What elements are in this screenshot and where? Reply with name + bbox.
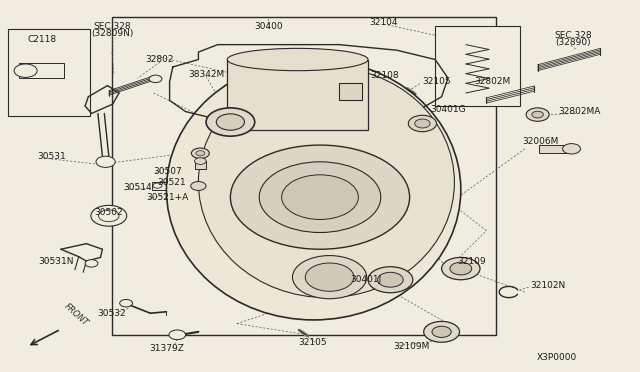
Text: 32802M: 32802M bbox=[475, 77, 511, 86]
Circle shape bbox=[424, 321, 460, 342]
Text: (32890): (32890) bbox=[555, 38, 591, 47]
Text: 30532: 30532 bbox=[98, 309, 126, 318]
Text: 30521: 30521 bbox=[157, 178, 186, 187]
Circle shape bbox=[368, 267, 413, 293]
Circle shape bbox=[206, 108, 255, 136]
Text: X3P0000: X3P0000 bbox=[537, 353, 577, 362]
Circle shape bbox=[14, 64, 37, 77]
Bar bbox=[435, 26, 520, 106]
Text: 32109: 32109 bbox=[457, 257, 486, 266]
Ellipse shape bbox=[198, 67, 454, 298]
Circle shape bbox=[153, 183, 162, 188]
Text: 32108: 32108 bbox=[370, 71, 399, 80]
Ellipse shape bbox=[166, 60, 461, 320]
Text: 30502: 30502 bbox=[95, 208, 124, 217]
Text: 30531: 30531 bbox=[37, 152, 66, 161]
Text: 30401G: 30401G bbox=[430, 105, 466, 114]
Circle shape bbox=[305, 263, 354, 291]
Circle shape bbox=[292, 256, 367, 299]
Circle shape bbox=[149, 75, 162, 83]
Circle shape bbox=[196, 151, 205, 156]
Circle shape bbox=[216, 114, 244, 130]
Text: 32105: 32105 bbox=[298, 339, 326, 347]
Circle shape bbox=[526, 108, 549, 121]
Text: SEC.328: SEC.328 bbox=[554, 31, 591, 40]
Circle shape bbox=[230, 145, 410, 249]
Circle shape bbox=[450, 262, 472, 275]
Text: 30514: 30514 bbox=[123, 183, 152, 192]
Text: 32102N: 32102N bbox=[530, 281, 565, 290]
Circle shape bbox=[120, 299, 132, 307]
Text: 30521+A: 30521+A bbox=[146, 193, 188, 202]
Bar bbox=[195, 161, 206, 169]
Circle shape bbox=[442, 257, 480, 280]
Bar bbox=[152, 182, 172, 190]
Circle shape bbox=[408, 115, 436, 132]
Circle shape bbox=[532, 111, 543, 118]
Bar bbox=[339, 83, 362, 100]
Circle shape bbox=[432, 326, 451, 337]
Text: 32802: 32802 bbox=[146, 55, 174, 64]
Circle shape bbox=[415, 119, 430, 128]
Text: SEC.328: SEC.328 bbox=[93, 22, 131, 31]
Text: 32105: 32105 bbox=[422, 77, 451, 86]
Text: FRONT: FRONT bbox=[63, 301, 90, 327]
Circle shape bbox=[96, 156, 115, 167]
Text: 31379Z: 31379Z bbox=[149, 344, 184, 353]
Circle shape bbox=[191, 182, 206, 190]
Circle shape bbox=[169, 330, 186, 340]
Bar bbox=[227, 60, 368, 130]
Bar bbox=[112, 17, 496, 335]
Ellipse shape bbox=[227, 48, 368, 71]
Circle shape bbox=[99, 210, 119, 222]
Circle shape bbox=[85, 260, 98, 267]
Text: 38342M: 38342M bbox=[188, 70, 224, 79]
Bar bbox=[539, 145, 570, 153]
Text: 30401J: 30401J bbox=[351, 275, 382, 284]
Circle shape bbox=[563, 144, 580, 154]
Text: 32006M: 32006M bbox=[523, 137, 559, 146]
Text: 32104: 32104 bbox=[370, 18, 398, 27]
Text: C2118: C2118 bbox=[27, 35, 56, 44]
Text: (32809N): (32809N) bbox=[91, 29, 133, 38]
Circle shape bbox=[282, 175, 358, 219]
Text: 30400: 30400 bbox=[255, 22, 283, 31]
Text: 30531N: 30531N bbox=[38, 257, 74, 266]
Circle shape bbox=[195, 158, 206, 164]
Circle shape bbox=[378, 272, 403, 287]
Text: 32802MA: 32802MA bbox=[558, 107, 600, 116]
Circle shape bbox=[91, 205, 127, 226]
Bar bbox=[19, 63, 64, 78]
Text: 32109M: 32109M bbox=[393, 342, 429, 351]
Circle shape bbox=[259, 162, 381, 232]
Circle shape bbox=[191, 148, 209, 158]
Bar bbox=[8, 29, 90, 116]
Text: 30507: 30507 bbox=[154, 167, 182, 176]
